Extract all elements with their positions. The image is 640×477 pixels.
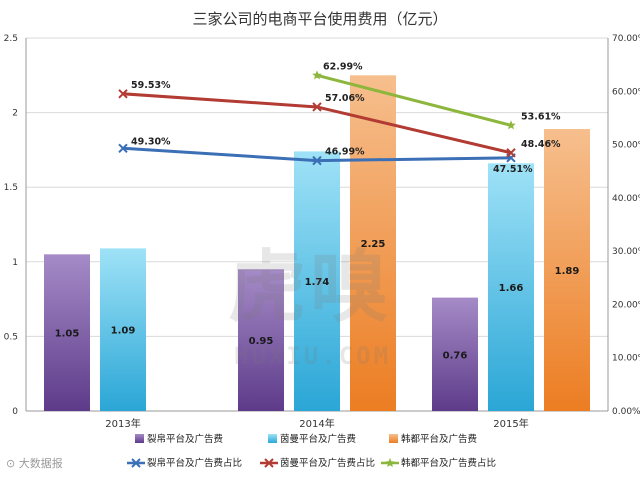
- line-point-marker: [312, 155, 322, 166]
- y-right-tick-label: 40.00%: [612, 194, 640, 204]
- y-left-tick-label: 2.5: [4, 34, 18, 44]
- line-data-label: 49.30%: [131, 136, 171, 147]
- legend-swatch: [135, 434, 144, 443]
- line-point-marker: [312, 102, 322, 112]
- bar: [294, 151, 340, 411]
- y-left-tick-label: 0: [12, 407, 18, 417]
- bar-data-label: 1.05: [55, 329, 80, 340]
- line-point-marker: [385, 458, 395, 467]
- y-right-tick-label: 10.00%: [612, 354, 640, 364]
- line-data-label: 46.99%: [325, 147, 365, 158]
- branding-text: ⊙ 大数据报: [6, 457, 63, 470]
- series-line: [122, 92, 512, 155]
- y-right-tick-label: 0.00%: [612, 407, 640, 417]
- x-tick-label: 2013年: [105, 417, 140, 430]
- y-left-tick-label: 2: [12, 109, 18, 119]
- line-data-label: 47.51%: [493, 164, 533, 175]
- bar-data-label: 1.89: [555, 266, 580, 277]
- line-data-label: 62.99%: [323, 61, 363, 72]
- line-point-marker: [506, 120, 516, 130]
- y-right-tick-label: 70.00%: [612, 34, 640, 44]
- y-right-tick-label: 30.00%: [612, 247, 640, 257]
- line-point-marker: [312, 70, 322, 80]
- line-data-label: 57.06%: [325, 93, 365, 104]
- line-data-label: 59.53%: [131, 80, 171, 91]
- chart-title: 三家公司的电商平台使用费用（亿元）: [192, 10, 447, 28]
- bar-data-label: 2.25: [361, 239, 386, 250]
- bar-data-label: 1.09: [111, 326, 136, 337]
- line-data-label: 53.61%: [521, 111, 561, 122]
- bar: [488, 163, 534, 411]
- watermark-sub: HUXIU.COM: [234, 342, 392, 370]
- bar: [238, 269, 284, 411]
- lines-layer: 49.30% 46.99% 47.51% 59.53% 57.06% 48.46% 62.9…: [118, 61, 561, 175]
- line-point-marker: [118, 89, 128, 99]
- legend-label: 韩都平台及广告费: [401, 433, 477, 445]
- line-point-marker: [264, 458, 274, 468]
- y-left-tick-label: 1: [12, 258, 18, 268]
- bar: [44, 254, 90, 411]
- legend-label: 裂帛平台及广告费占比: [147, 457, 242, 469]
- legend-label: 裂帛平台及广告费: [147, 433, 223, 445]
- bar: [350, 75, 396, 412]
- bar-data-label: 0.76: [443, 350, 468, 361]
- legend-label: 韩都平台及广告费占比: [401, 457, 496, 469]
- line-point-marker: [118, 143, 128, 154]
- series-line: [316, 73, 512, 127]
- legend-label: 茵曼平台及广告费占比: [280, 457, 375, 469]
- bar: [100, 248, 146, 411]
- watermark-main: 虎嗅: [228, 242, 393, 333]
- x-tick-label: 2015年: [493, 417, 528, 430]
- y-left-tick-label: 1.5: [4, 183, 18, 193]
- line-point-marker: [131, 458, 141, 468]
- bar-data-label: 1.66: [499, 283, 524, 294]
- bar: [432, 297, 478, 411]
- y-left-tick-label: 0.5: [4, 332, 18, 342]
- legend-swatch: [389, 434, 398, 443]
- y-right-tick-label: 60.00%: [612, 87, 640, 97]
- bar: [544, 129, 590, 411]
- line-point-marker: [506, 148, 516, 158]
- bar-data-label: 1.74: [305, 277, 330, 288]
- line-data-label: 48.46%: [521, 139, 561, 150]
- bar-data-label: 0.95: [249, 336, 274, 347]
- legend-label: 茵曼平台及广告费: [280, 433, 356, 445]
- y-right-tick-label: 50.00%: [612, 141, 640, 151]
- legend-swatch: [268, 434, 277, 443]
- x-tick-label: 2014年: [299, 417, 334, 430]
- bars-layer: 1.05 0.95 0.76 1.09 1.74 1.66 2.25 1.89: [44, 75, 590, 412]
- y-right-tick-label: 20.00%: [612, 300, 640, 310]
